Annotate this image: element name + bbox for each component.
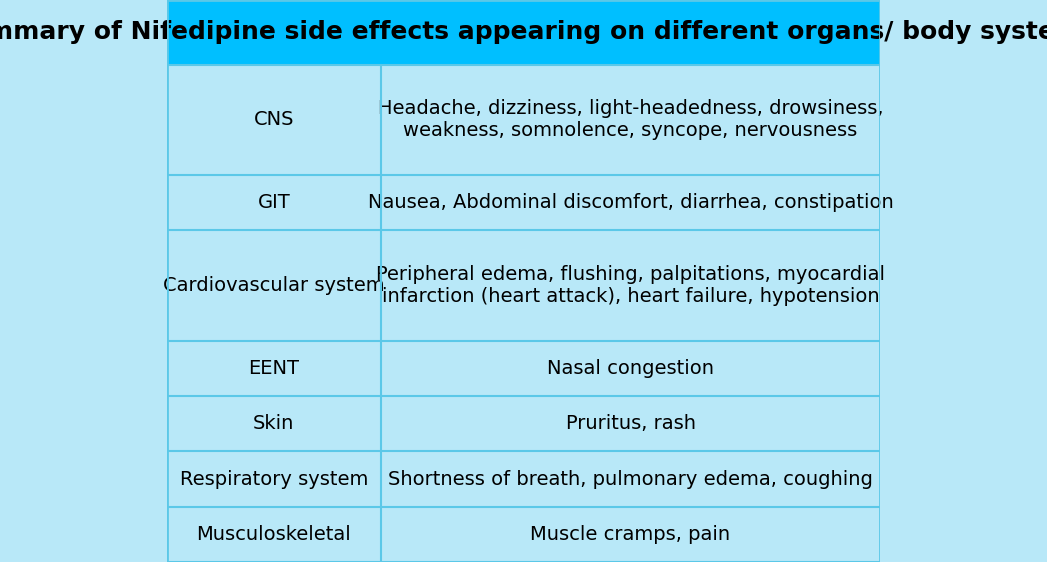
- FancyBboxPatch shape: [381, 230, 881, 341]
- Text: Respiratory system: Respiratory system: [180, 470, 367, 488]
- FancyBboxPatch shape: [381, 451, 881, 507]
- Text: Peripheral edema, flushing, palpitations, myocardial
infarction (heart attack), : Peripheral edema, flushing, palpitations…: [376, 265, 885, 306]
- FancyBboxPatch shape: [381, 507, 881, 562]
- FancyBboxPatch shape: [381, 341, 881, 396]
- Text: Cardiovascular system: Cardiovascular system: [163, 276, 384, 295]
- FancyBboxPatch shape: [166, 396, 381, 451]
- Text: Nausea, Abdominal discomfort, diarrhea, constipation: Nausea, Abdominal discomfort, diarrhea, …: [367, 193, 893, 212]
- Text: Shortness of breath, pulmonary edema, coughing: Shortness of breath, pulmonary edema, co…: [388, 470, 873, 488]
- FancyBboxPatch shape: [166, 451, 381, 507]
- FancyBboxPatch shape: [166, 0, 881, 65]
- FancyBboxPatch shape: [166, 341, 381, 396]
- Text: Headache, dizziness, light-headedness, drowsiness,
weakness, somnolence, syncope: Headache, dizziness, light-headedness, d…: [378, 99, 884, 140]
- FancyBboxPatch shape: [166, 507, 381, 562]
- Text: Skin: Skin: [253, 414, 294, 433]
- Text: Summary of Nifedipine side effects appearing on different organs/ body systems: Summary of Nifedipine side effects appea…: [0, 20, 1047, 44]
- FancyBboxPatch shape: [381, 175, 881, 230]
- FancyBboxPatch shape: [166, 65, 381, 175]
- Text: GIT: GIT: [258, 193, 290, 212]
- FancyBboxPatch shape: [381, 65, 881, 175]
- FancyBboxPatch shape: [166, 175, 381, 230]
- FancyBboxPatch shape: [166, 230, 381, 341]
- FancyBboxPatch shape: [381, 396, 881, 451]
- Text: CNS: CNS: [253, 110, 294, 129]
- Text: Muscle cramps, pain: Muscle cramps, pain: [531, 525, 731, 544]
- Text: Nasal congestion: Nasal congestion: [547, 359, 714, 378]
- Text: EENT: EENT: [248, 359, 299, 378]
- Text: Musculoskeletal: Musculoskeletal: [197, 525, 351, 544]
- Text: Pruritus, rash: Pruritus, rash: [565, 414, 695, 433]
